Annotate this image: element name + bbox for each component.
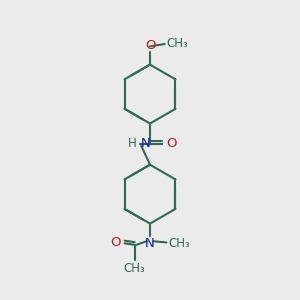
Text: H: H bbox=[128, 137, 136, 150]
Text: N: N bbox=[141, 137, 151, 150]
Text: N: N bbox=[145, 237, 155, 250]
Text: O: O bbox=[166, 137, 176, 150]
Text: CH₃: CH₃ bbox=[167, 37, 188, 50]
Text: CH₃: CH₃ bbox=[169, 236, 190, 250]
Text: O: O bbox=[145, 39, 155, 52]
Text: CH₃: CH₃ bbox=[124, 262, 146, 275]
Text: O: O bbox=[111, 236, 121, 249]
